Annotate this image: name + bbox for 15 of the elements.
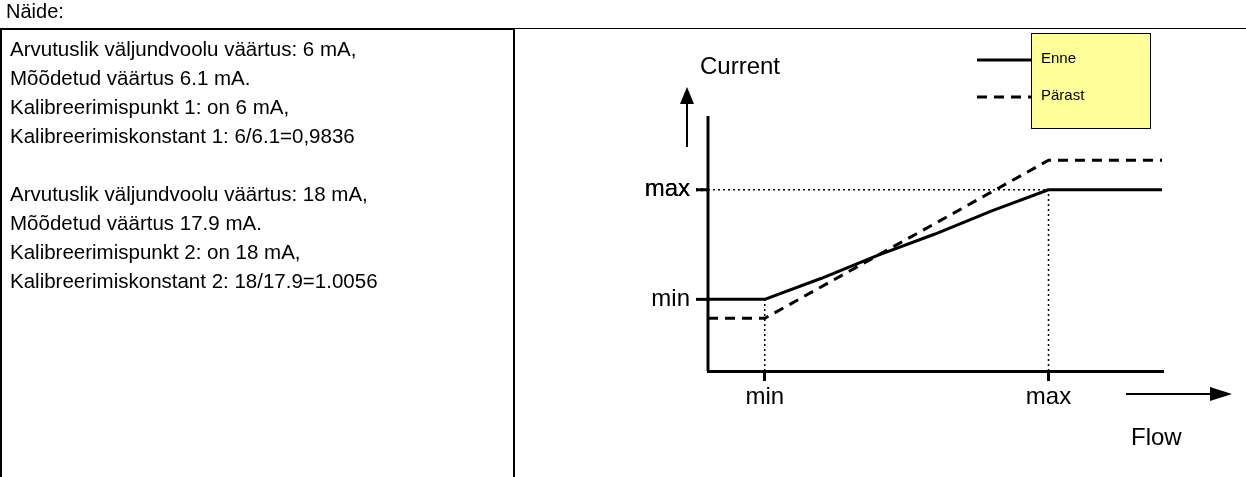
- text: Kalibreerimispunkt 1: on 6 mA,: [10, 94, 291, 120]
- text: min: [651, 283, 690, 311]
- text: Arvutuslik väljundvoolu väärtus: 18 mA,: [10, 181, 369, 207]
- text: Kalibreerimiskonstant 2: 18/17.9=1.0056: [10, 268, 378, 294]
- text: Mõõdetud väärtus 17.9 mA.: [10, 210, 263, 236]
- text: Kalibreerimispunkt 2: on 18 mA,: [10, 239, 302, 265]
- x-axis-title: Flow: [1131, 423, 1182, 451]
- text: Kalibreerimiskonstant 1: 6/6.1=0,9836: [10, 123, 356, 149]
- text: Mõõdetud väärtus 6.1 mA.: [10, 65, 252, 91]
- legend-label: Enne: [1041, 49, 1077, 66]
- text: Arvutuslik väljundvoolu väärtus: 6 mA,: [10, 36, 358, 62]
- ref-line-label: max: [644, 174, 690, 202]
- y-axis-title: Current: [700, 52, 781, 80]
- text: Näide:: [6, 0, 64, 23]
- legend-label: Pärast: [1041, 86, 1085, 103]
